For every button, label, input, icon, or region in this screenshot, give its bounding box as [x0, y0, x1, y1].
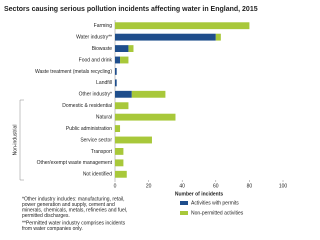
footnote: *Other industry includes: manufacturing,…	[22, 196, 125, 202]
bar	[115, 22, 250, 30]
y-tick-label: Other industry*	[79, 92, 112, 98]
y-tick-label: Biowaste	[92, 46, 113, 52]
bar	[115, 125, 121, 132]
bar	[115, 79, 117, 87]
x-tick-label: 60	[213, 183, 219, 189]
bar	[128, 45, 134, 52]
x-tick-label: 0	[114, 183, 117, 189]
group-label: Non-industrial	[12, 125, 18, 156]
bar	[115, 136, 152, 144]
y-tick-label: Landfill	[96, 80, 112, 86]
y-tick-label: Waste treatment (metals recycling)	[35, 69, 112, 75]
legend-label: Activities with permits	[191, 200, 239, 206]
bar	[115, 56, 121, 64]
bar	[115, 45, 129, 52]
legend-label: Non-permitted activities	[191, 210, 244, 216]
bar	[115, 113, 176, 121]
bar	[115, 170, 127, 178]
y-tick-label: Public administration	[66, 126, 112, 132]
footnote: minerals, chemicals, metals, refineries …	[22, 207, 127, 213]
x-tick-label: 40	[179, 183, 185, 189]
footnote: **Permitted water industry comprises inc…	[22, 220, 126, 226]
bar	[115, 148, 124, 155]
y-tick-label: Transport	[91, 149, 113, 155]
bar	[131, 90, 166, 98]
x-tick-label: 100	[279, 183, 288, 189]
y-tick-label: Other/exempt waste management	[37, 160, 113, 166]
x-tick-label: 80	[247, 183, 253, 189]
chart-title: Sectors causing serious pollution incide…	[4, 6, 258, 13]
footnote: from water companies only.	[22, 226, 83, 231]
bar	[215, 33, 221, 41]
legend-swatch	[180, 211, 188, 215]
bar	[115, 90, 132, 98]
bar	[115, 102, 129, 110]
y-tick-label: Farming	[94, 23, 113, 29]
x-tick-label: 20	[146, 183, 152, 189]
x-axis-label: Number of incidents	[175, 191, 224, 197]
legend-swatch	[180, 201, 188, 205]
y-tick-label: Water industry**	[76, 34, 112, 40]
chart: Sectors causing serious pollution incide…	[4, 6, 288, 231]
bar	[115, 159, 124, 167]
y-tick-label: Service sector	[80, 137, 112, 143]
bar	[120, 56, 129, 64]
y-tick-label: Food and drink	[79, 57, 113, 63]
y-tick-label: Not identified	[83, 172, 112, 178]
footnote: permitted discharges.	[22, 213, 70, 219]
footnote: power generation and supply, cement and	[22, 202, 115, 208]
bar	[115, 33, 216, 41]
bar	[115, 68, 117, 75]
y-tick-label: Domestic & residential	[62, 103, 112, 109]
y-tick-label: Natural	[96, 114, 112, 120]
